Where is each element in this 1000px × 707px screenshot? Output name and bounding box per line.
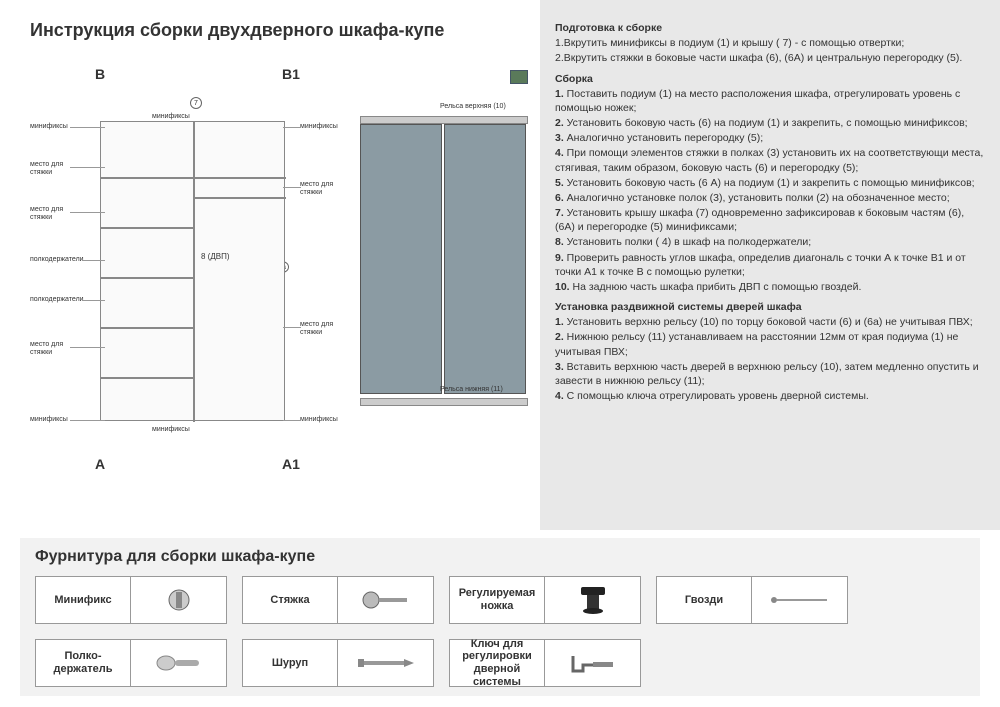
shelf-r bbox=[195, 177, 286, 179]
bottom-rail bbox=[360, 398, 528, 406]
hardware-item: Полко-держатель bbox=[35, 639, 227, 687]
corner-a: A bbox=[95, 456, 105, 472]
shelf bbox=[101, 277, 193, 279]
callout-label: место для стяжки bbox=[30, 341, 75, 356]
asm-step: 3. Аналогично установить перегородку (5)… bbox=[555, 131, 985, 145]
callout-line bbox=[70, 347, 105, 348]
callout-label: минификсы bbox=[30, 416, 75, 424]
hardware-item: Минификс bbox=[35, 576, 227, 624]
callout-label: минификсы bbox=[152, 426, 197, 434]
doors-title: Установка раздвижной системы дверей шкаф… bbox=[555, 300, 985, 314]
diagram-panel: Инструкция сборки двухдверного шкафа-куп… bbox=[0, 0, 540, 530]
hardware-item: Регулируемая ножка bbox=[449, 576, 641, 624]
doors-step: 2. Нижнюю рельсу (11) устанавливаем на р… bbox=[555, 330, 985, 358]
hardware-label: Полко-держатель bbox=[36, 640, 131, 686]
prep-steps: 1.Вкрутить минификсы в подиум (1) и крыш… bbox=[555, 36, 985, 65]
dvp-label: 8 (ДВП) bbox=[201, 252, 230, 261]
door-left bbox=[360, 124, 442, 394]
doors-steps: 1. Установить верхню рельсу (10) по торц… bbox=[555, 315, 985, 403]
callout-label: полкодержатели bbox=[30, 256, 85, 264]
prep-step: 1.Вкрутить минификсы в подиум (1) и крыш… bbox=[555, 36, 985, 50]
callout-label: минификсы bbox=[30, 123, 75, 131]
screw-icon bbox=[338, 640, 433, 686]
corner-b: B bbox=[95, 66, 105, 82]
doors-step: 3. Вставить верхнюю часть дверей в верхн… bbox=[555, 360, 985, 388]
rail-bottom-label: Рельса нижняя (11) bbox=[440, 386, 503, 393]
callout-line bbox=[82, 260, 105, 261]
callout-line bbox=[70, 127, 105, 128]
asm-step: 5. Установить боковую часть (6 А) на под… bbox=[555, 176, 985, 190]
instructions-panel: Подготовка к сборке 1.Вкрутить минификсы… bbox=[540, 0, 1000, 530]
shelf bbox=[101, 327, 193, 329]
shelf bbox=[101, 227, 193, 229]
hardware-label: Минификс bbox=[36, 577, 131, 623]
page: Инструкция сборки двухдверного шкафа-куп… bbox=[0, 0, 1000, 707]
shelf bbox=[101, 377, 193, 379]
callout-label: полкодержатели bbox=[30, 296, 85, 304]
asm-steps: 1. Поставить подиум (1) на место располо… bbox=[555, 87, 985, 294]
callout-label: место для стяжки bbox=[30, 161, 75, 176]
asm-title: Сборка bbox=[555, 72, 985, 86]
hardware-item: Гвозди bbox=[656, 576, 848, 624]
callout-label: минификсы bbox=[300, 416, 345, 424]
callout-label: минификсы bbox=[152, 113, 197, 121]
callout-label: место для стяжки bbox=[30, 206, 75, 221]
callout-line bbox=[70, 167, 105, 168]
minifix-icon bbox=[131, 577, 226, 623]
hardware-section: Фурнитура для сборки шкафа-купе Минификс… bbox=[20, 538, 980, 696]
cabinet-frame: 8 (ДВП) bbox=[100, 121, 285, 421]
partition bbox=[193, 122, 195, 422]
asm-step: 8. Установить полки ( 4) в шкаф на полко… bbox=[555, 235, 985, 249]
shelf-r bbox=[195, 197, 286, 199]
callout-line bbox=[82, 300, 105, 301]
hardware-grid: Минификс Стяжка Регулируемая ножка Гвозди По… bbox=[35, 576, 965, 687]
callout-label: место для стяжки bbox=[300, 181, 345, 196]
hardware-label: Гвозди bbox=[657, 577, 752, 623]
nail-icon bbox=[752, 577, 847, 623]
pin-icon bbox=[131, 640, 226, 686]
callout-line bbox=[70, 212, 105, 213]
foot-icon bbox=[545, 577, 640, 623]
top-section: Инструкция сборки двухдверного шкафа-куп… bbox=[0, 0, 1000, 530]
callout-line bbox=[283, 420, 301, 421]
rail-top-label: Рельса верхняя (10) bbox=[440, 103, 506, 110]
asm-step: 7. Установить крышу шкафа (7) одновремен… bbox=[555, 206, 985, 234]
tie-icon bbox=[338, 577, 433, 623]
hardware-label: Шуруп bbox=[243, 640, 338, 686]
callout-line bbox=[70, 420, 105, 421]
main-title: Инструкция сборки двухдверного шкафа-куп… bbox=[30, 20, 535, 41]
rail-profile-icon bbox=[510, 70, 528, 84]
callout-line bbox=[283, 187, 301, 188]
asm-step: 10. На заднюю часть шкафа прибить ДВП с … bbox=[555, 280, 985, 294]
exploded-diagram: B B1 A A1 7 6 6a 5 1 bbox=[30, 61, 530, 481]
callout-line bbox=[283, 127, 301, 128]
doors-step: 4. С помощью ключа отрегулировать уровен… bbox=[555, 389, 985, 403]
asm-step: 4. При помощи элементов стяжки в полках … bbox=[555, 146, 985, 174]
corner-b1: B1 bbox=[282, 66, 300, 82]
asm-step: 2. Установить боковую часть (6) на подиу… bbox=[555, 116, 985, 130]
hardware-label: Ключ для регулировки дверной системы bbox=[450, 640, 545, 686]
key-icon bbox=[545, 640, 640, 686]
hardware-label: Регулируемая ножка bbox=[450, 577, 545, 623]
asm-step: 1. Поставить подиум (1) на место располо… bbox=[555, 87, 985, 115]
top-rail bbox=[360, 116, 528, 124]
door-right bbox=[444, 124, 526, 394]
hardware-item: Стяжка bbox=[242, 576, 434, 624]
hardware-title: Фурнитура для сборки шкафа-купе bbox=[35, 548, 965, 566]
prep-step: 2.Вкрутить стяжки в боковые части шкафа … bbox=[555, 51, 985, 65]
asm-step: 6. Аналогично установке полок (3), устан… bbox=[555, 191, 985, 205]
callout-label: место для стяжки bbox=[300, 321, 345, 336]
cabinet-exploded: 8 (ДВП) bbox=[60, 101, 290, 431]
hardware-item: Шуруп bbox=[242, 639, 434, 687]
prep-title: Подготовка к сборке bbox=[555, 21, 985, 35]
shelf bbox=[101, 177, 193, 179]
asm-step: 9. Проверить равность углов шкафа, опред… bbox=[555, 251, 985, 279]
callout-label: минификсы bbox=[300, 123, 345, 131]
hardware-label: Стяжка bbox=[243, 577, 338, 623]
callout-line bbox=[283, 327, 301, 328]
doors-diagram bbox=[360, 116, 530, 406]
doors-step: 1. Установить верхню рельсу (10) по торц… bbox=[555, 315, 985, 329]
hardware-item: Ключ для регулировки дверной системы bbox=[449, 639, 641, 687]
corner-a1: A1 bbox=[282, 456, 300, 472]
